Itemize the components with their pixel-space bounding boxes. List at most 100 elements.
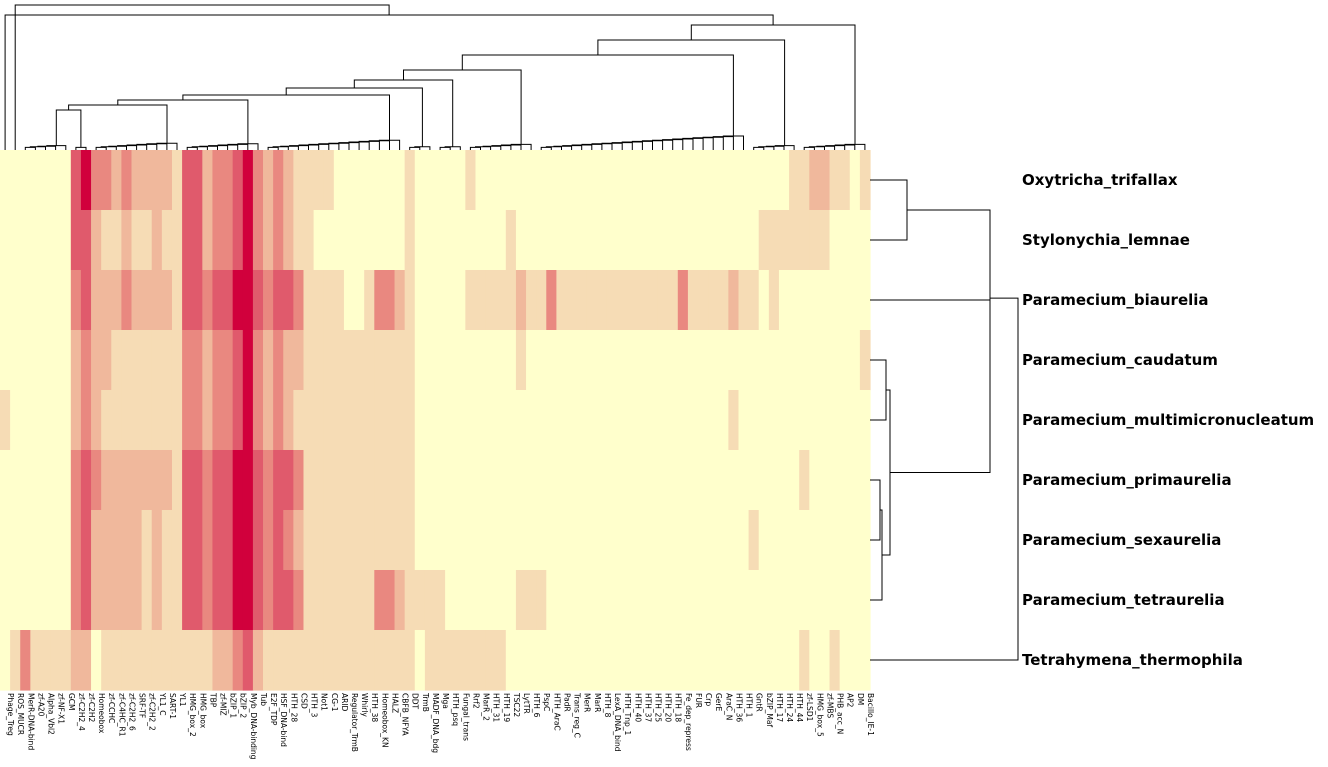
heatmap-cell — [232, 150, 244, 211]
heatmap-cell — [677, 630, 689, 691]
heatmap-cell — [495, 270, 507, 331]
heatmap-cell — [242, 570, 254, 631]
heatmap-cell — [728, 570, 740, 631]
heatmap-cell — [263, 630, 274, 691]
heatmap-cell — [758, 330, 770, 391]
heatmap-cell — [526, 450, 537, 511]
heatmap-cell — [698, 450, 709, 511]
heatmap-cell — [526, 330, 537, 391]
heatmap-cell — [303, 570, 315, 631]
heatmap-cell — [91, 630, 102, 691]
heatmap-cell — [20, 150, 31, 211]
heatmap-cell — [263, 150, 274, 211]
heatmap-cell — [333, 390, 345, 451]
row-dendrogram-link — [870, 359, 887, 421]
heatmap-cell — [687, 330, 699, 391]
heatmap-cell — [728, 510, 740, 571]
heatmap-cell — [50, 450, 62, 511]
heatmap-cell — [586, 210, 598, 271]
heatmap-cell — [698, 510, 709, 571]
heatmap-cell — [394, 330, 406, 391]
heatmap-cell — [809, 390, 821, 451]
heatmap-cell — [20, 510, 31, 571]
heatmap-cell — [576, 330, 588, 391]
heatmap-cell — [293, 570, 305, 631]
heatmap-cell — [566, 570, 578, 631]
heatmap-cell — [202, 510, 214, 571]
heatmap-cell — [455, 210, 466, 271]
column-label: HTH_36 — [734, 693, 743, 722]
column-label: Whirly — [360, 693, 369, 717]
heatmap-cell — [394, 270, 406, 331]
heatmap-cell — [546, 630, 557, 691]
heatmap-cell — [698, 270, 709, 331]
heatmap-cell — [708, 510, 719, 571]
column-dendrogram-link — [461, 54, 734, 136]
column-dendrogram-link — [182, 94, 390, 141]
heatmap-cell — [131, 150, 143, 211]
heatmap-cell — [627, 210, 638, 271]
heatmap-cell — [293, 450, 305, 511]
heatmap-cell — [829, 270, 841, 331]
heatmap-cell — [546, 450, 557, 511]
heatmap-cell — [232, 570, 244, 631]
heatmap-cell — [708, 150, 719, 211]
heatmap-cell — [566, 330, 578, 391]
heatmap-cell — [384, 210, 396, 271]
heatmap-cell — [546, 150, 557, 211]
heatmap-cell — [465, 270, 477, 331]
heatmap-cell — [354, 510, 365, 571]
heatmap-cell — [738, 330, 750, 391]
heatmap-cell — [768, 630, 780, 691]
heatmap-cell — [121, 390, 133, 451]
heatmap-cell — [182, 570, 193, 631]
column-label: zf-C2H2_2 — [148, 693, 157, 731]
heatmap-cell — [252, 150, 264, 211]
heatmap-cell — [414, 330, 426, 391]
heatmap-cell — [30, 330, 42, 391]
heatmap-cell — [475, 270, 487, 331]
column-label: HALZ — [391, 693, 400, 713]
heatmap-cell — [131, 210, 143, 271]
heatmap-cell — [718, 630, 729, 691]
heatmap-cell — [829, 210, 841, 271]
heatmap-cell — [384, 510, 396, 571]
heatmap-cell — [576, 210, 588, 271]
heatmap-cell — [10, 270, 21, 331]
heatmap-cell — [293, 390, 305, 451]
heatmap-cell — [212, 510, 224, 571]
heatmap-cell — [80, 510, 92, 571]
heatmap-cell — [70, 510, 82, 571]
heatmap-cell — [748, 210, 760, 271]
heatmap-cell — [283, 210, 294, 271]
heatmap-cell — [374, 150, 386, 211]
heatmap-cell — [606, 630, 618, 691]
heatmap-cell — [50, 210, 62, 271]
heatmap-cell — [748, 270, 760, 331]
heatmap-cell — [60, 210, 72, 271]
column-label: TSC22 — [512, 692, 521, 717]
heatmap-cell — [384, 150, 396, 211]
column-label: HTH_AraC — [552, 693, 561, 731]
heatmap-cell — [252, 450, 264, 511]
heatmap-cell — [708, 450, 719, 511]
heatmap-cell — [263, 390, 274, 451]
heatmap-cell — [212, 210, 224, 271]
heatmap-cell — [536, 210, 547, 271]
heatmap-cell — [192, 570, 203, 631]
heatmap-cell — [465, 630, 477, 691]
heatmap-cell — [141, 630, 153, 691]
heatmap-cell — [222, 330, 234, 391]
heatmap-cell — [789, 510, 800, 571]
heatmap-cell — [475, 450, 487, 511]
heatmap-cell — [182, 630, 193, 691]
heatmap-cell — [596, 510, 608, 571]
heatmap-cell — [839, 630, 851, 691]
heatmap-cell — [728, 270, 740, 331]
heatmap-cell — [698, 390, 709, 451]
heatmap-cell — [141, 510, 153, 571]
heatmap-cell — [485, 390, 497, 451]
column-label: Alpha_Vbl2 — [47, 693, 56, 735]
column-label: HSF_DNA-bind — [279, 693, 288, 747]
heatmap-cell — [121, 270, 133, 331]
